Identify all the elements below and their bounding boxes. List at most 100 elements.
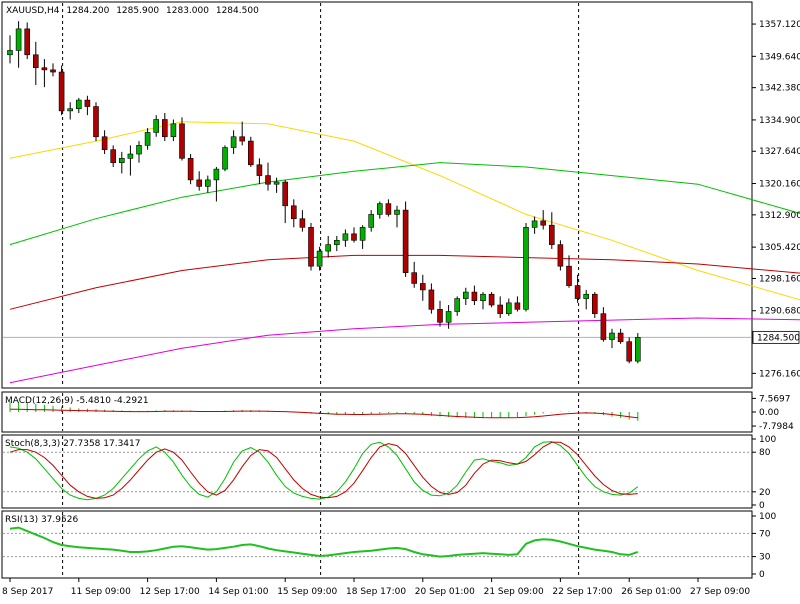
candle[interactable] bbox=[32, 41, 39, 85]
candle-body bbox=[256, 164, 263, 176]
rsi-panel[interactable]: 100 70 30 0 RSI(13) 37.9526 bbox=[1, 510, 776, 580]
price-tick-label: 1342.380 bbox=[759, 84, 800, 94]
candle[interactable] bbox=[540, 210, 547, 230]
candle[interactable] bbox=[471, 285, 478, 306]
candle[interactable] bbox=[50, 63, 56, 77]
macd-period-dividers bbox=[62, 393, 580, 431]
macd-panel[interactable]: 7.5697 0.00 -7.7984 MACD(12,26,9) -5.4810 … bbox=[1, 391, 794, 433]
candle[interactable] bbox=[600, 307, 607, 342]
candle[interactable] bbox=[454, 296, 461, 316]
candle[interactable] bbox=[248, 136, 254, 167]
candle[interactable] bbox=[93, 102, 99, 142]
candle[interactable] bbox=[437, 300, 443, 327]
candle[interactable] bbox=[15, 21, 22, 68]
stochastic-panel[interactable]: 100 80 20 0 Stoch(8,3,3) 27.7358 17.3417 bbox=[1, 434, 776, 511]
candle[interactable] bbox=[256, 158, 263, 185]
candle[interactable] bbox=[76, 97, 82, 114]
ohlc-open: 1284.200 bbox=[66, 6, 109, 16]
candle[interactable] bbox=[523, 223, 529, 312]
candle[interactable] bbox=[583, 289, 590, 310]
candle[interactable] bbox=[376, 201, 383, 219]
candle-body bbox=[265, 175, 271, 185]
candle[interactable] bbox=[333, 235, 340, 252]
candle[interactable] bbox=[359, 225, 366, 249]
candle[interactable] bbox=[617, 328, 624, 344]
stochastic-tick-label: 80 bbox=[759, 448, 771, 458]
candle[interactable] bbox=[179, 117, 185, 161]
candle-body bbox=[445, 311, 452, 323]
candle[interactable] bbox=[634, 333, 641, 364]
candle[interactable] bbox=[308, 223, 314, 271]
time-tick-label: 27 Sep 09:00 bbox=[690, 587, 750, 597]
candle[interactable] bbox=[609, 328, 615, 349]
candle[interactable] bbox=[445, 305, 452, 329]
candle[interactable] bbox=[170, 119, 177, 142]
candle[interactable] bbox=[419, 274, 426, 301]
candle[interactable] bbox=[411, 261, 418, 288]
candle[interactable] bbox=[462, 287, 469, 306]
candle[interactable] bbox=[368, 210, 375, 232]
candle[interactable] bbox=[385, 199, 392, 217]
price-tick-label: 1327.640 bbox=[759, 147, 800, 157]
candle[interactable] bbox=[119, 151, 125, 174]
candle[interactable] bbox=[402, 201, 409, 277]
price-panel[interactable]: 1357.120 1349.640 1342.380 1334.900 1327.640… bbox=[1, 1, 800, 389]
candle[interactable] bbox=[290, 199, 297, 228]
candle[interactable] bbox=[136, 141, 142, 163]
candle[interactable] bbox=[58, 65, 65, 116]
candlesticks[interactable] bbox=[7, 21, 641, 364]
time-axis: 8 Sep 2017 11 Sep 09:00 12 Sep 17:00 14 Sep… bbox=[2, 578, 750, 597]
candle[interactable] bbox=[428, 283, 435, 314]
candle[interactable] bbox=[488, 292, 495, 308]
candle[interactable] bbox=[67, 102, 73, 120]
stochastic-tick-label: 0 bbox=[759, 501, 765, 511]
candle[interactable] bbox=[299, 210, 306, 232]
candle[interactable] bbox=[514, 296, 521, 312]
candle[interactable] bbox=[196, 171, 202, 191]
candle[interactable] bbox=[239, 121, 245, 146]
candle[interactable] bbox=[162, 113, 168, 142]
candle[interactable] bbox=[127, 145, 134, 176]
candle[interactable] bbox=[84, 95, 91, 116]
candle[interactable] bbox=[557, 240, 564, 271]
candle[interactable] bbox=[24, 22, 31, 60]
candle[interactable] bbox=[230, 130, 237, 155]
candle[interactable] bbox=[205, 175, 211, 193]
candle[interactable] bbox=[282, 179, 289, 224]
candle[interactable] bbox=[574, 274, 581, 303]
candle[interactable] bbox=[325, 235, 332, 258]
candle-body bbox=[342, 233, 349, 241]
time-tick-label: 22 Sep 17:00 bbox=[552, 587, 612, 597]
candle[interactable] bbox=[394, 205, 400, 228]
candle[interactable] bbox=[213, 166, 220, 202]
candle[interactable] bbox=[273, 177, 280, 193]
candle[interactable] bbox=[626, 337, 633, 364]
candle[interactable] bbox=[7, 35, 13, 64]
candle[interactable] bbox=[110, 145, 116, 167]
candle[interactable] bbox=[187, 154, 194, 185]
candle[interactable] bbox=[222, 145, 228, 172]
candle[interactable] bbox=[101, 130, 108, 155]
candle[interactable] bbox=[480, 292, 486, 310]
candle-body bbox=[634, 337, 641, 362]
candle[interactable] bbox=[153, 115, 159, 137]
price-header-label: XAUUSD,H4 1284.200 1285.900 1283.000 128… bbox=[6, 6, 259, 16]
candle[interactable] bbox=[505, 298, 512, 316]
candle[interactable] bbox=[531, 216, 538, 234]
candle-body bbox=[136, 145, 142, 155]
macd-tick-label: 0.00 bbox=[759, 408, 779, 418]
candle[interactable] bbox=[342, 229, 349, 247]
candle[interactable] bbox=[265, 162, 271, 191]
candle[interactable] bbox=[548, 212, 555, 249]
candle-body bbox=[540, 220, 547, 226]
candle[interactable] bbox=[591, 292, 598, 318]
candle[interactable] bbox=[144, 128, 151, 150]
candle[interactable] bbox=[316, 246, 323, 271]
candle-body bbox=[153, 119, 159, 133]
candle[interactable] bbox=[41, 59, 48, 88]
candle[interactable] bbox=[497, 296, 504, 318]
candle[interactable] bbox=[566, 255, 572, 288]
candle[interactable] bbox=[351, 227, 357, 243]
